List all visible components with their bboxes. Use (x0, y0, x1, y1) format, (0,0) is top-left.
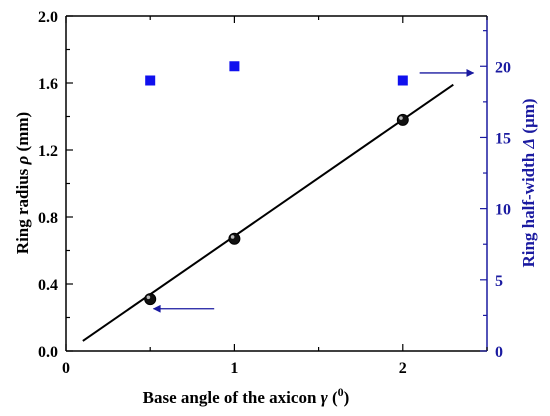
y-right-tick-label: 15 (495, 130, 511, 147)
y-left-tick-label: 0.0 (38, 344, 58, 361)
radius-point-highlight (230, 235, 235, 239)
y-left-axis-title: Ring radius ρ (mm) (13, 112, 32, 254)
annotations (152, 69, 475, 313)
y-left-axis-symbol: ρ (13, 155, 32, 165)
y-right-tick-label: 0 (495, 344, 503, 361)
radius-point (144, 293, 157, 306)
radius-point-highlight (399, 116, 403, 120)
tick-labels: 0 1 2 0.0 0.4 0.8 1.2 1.6 2.0 0 5 10 15 20 (38, 9, 511, 377)
x-axis-title: Base angle of the axicon γ (0) (143, 385, 350, 407)
y-right-tick-label: 20 (495, 59, 511, 76)
y-right-tick-label: 5 (495, 273, 503, 290)
y-right-axis-title: Ring half-width Δ (μm) (519, 98, 538, 267)
radius-point (228, 232, 241, 245)
y-right-axis-symbol: Δ (519, 138, 538, 150)
x-axis-symbol: γ (321, 388, 329, 407)
x-tick-label: 1 (230, 360, 238, 377)
radius-point-highlight (146, 295, 151, 300)
x-tick-label: 2 (399, 360, 407, 377)
y-right-tick-label: 10 (495, 202, 511, 219)
y-left-tick-label: 1.6 (38, 76, 58, 93)
half-width-point (397, 75, 408, 86)
y-left-tick-label: 1.2 (38, 143, 58, 160)
axis-ticks (65, 15, 488, 352)
y-left-tick-label: 2.0 (38, 9, 58, 26)
half-width-point (145, 75, 156, 86)
y-left-tick-label: 0.8 (38, 210, 58, 227)
radius-point (396, 113, 409, 126)
fit-line (82, 83, 454, 342)
plot-frame (65, 15, 488, 352)
half-width-point (229, 61, 240, 72)
x-tick-label: 0 (62, 360, 70, 377)
data-markers (144, 61, 409, 306)
fit-line-group (82, 83, 454, 342)
y-left-tick-label: 0.4 (38, 277, 58, 294)
